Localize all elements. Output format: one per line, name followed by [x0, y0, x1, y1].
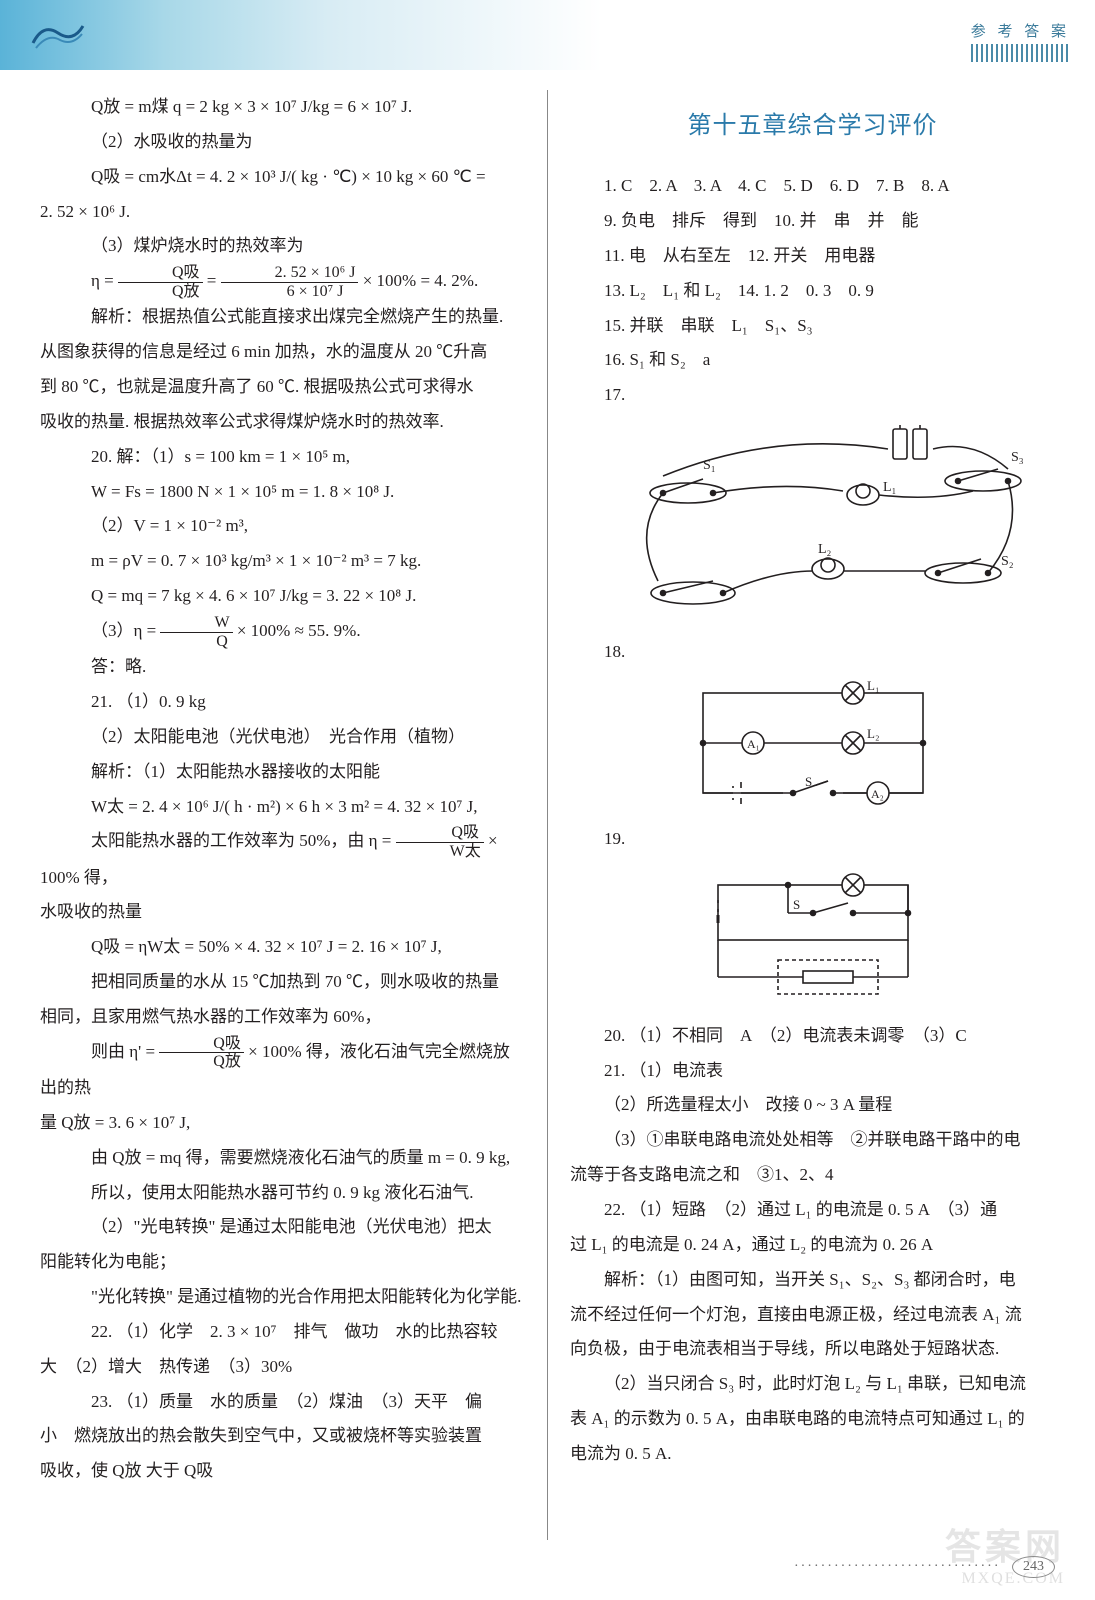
- page-footer: ······························· 243: [794, 1556, 1055, 1578]
- text-line: Q = mq = 7 kg × 4. 6 × 10⁷ J/kg = 3. 22 …: [40, 579, 525, 614]
- text-line: 答：略.: [40, 650, 525, 685]
- text-line: 电流为 0. 5 A.: [570, 1437, 1055, 1472]
- svg-text:S₃: S₃: [1011, 450, 1023, 465]
- text-line: 9. 负电 排斥 得到 10. 并 串 并 能: [570, 204, 1055, 239]
- header-label: 参 考 答 案: [971, 20, 1070, 41]
- svg-text:L₁: L₁: [867, 678, 879, 693]
- wave-logo: [28, 8, 88, 58]
- header-banner: 参 考 答 案: [0, 0, 1095, 70]
- text-line: 过 L₁ 的电流是 0. 24 A，通过 L₂ 的电流为 0. 26 A: [570, 1228, 1055, 1263]
- formula-line: （3）η = WQ × 100% ≈ 55. 9%.: [40, 614, 525, 650]
- text-line: 量 Q放 = 3. 6 × 10⁷ J,: [40, 1106, 525, 1141]
- text-line: "光化转换" 是通过植物的光合作用把太阳能转化为化学能.: [40, 1280, 525, 1315]
- svg-text:A₂: A₂: [871, 787, 884, 801]
- svg-text:L₂: L₂: [818, 542, 832, 557]
- text-line: 吸收的热量. 根据热效率公式求得煤炉烧水时的热效率.: [40, 405, 525, 440]
- text-line: 16. S₁ 和 S₂ a: [570, 343, 1055, 378]
- text-line: 所以，使用太阳能热水器可节约 0. 9 kg 液化石油气.: [40, 1176, 525, 1211]
- text-line: 把相同质量的水从 15 ℃加热到 70 ℃，则水吸收的热量: [40, 965, 525, 1000]
- text-line: 21. （1）电流表: [570, 1054, 1055, 1089]
- text-line: 20. 解：（1）s = 100 km = 1 × 10⁵ m,: [40, 440, 525, 475]
- text-line: 解析：（1）由图可知，当开关 S₁、S₂、S₃ 都闭合时，电: [570, 1263, 1055, 1298]
- text-line: 吸收，使 Q放 大于 Q吸: [40, 1454, 525, 1489]
- text-line: （2）所选量程太小 改接 0 ~ 3 A 量程: [570, 1088, 1055, 1123]
- text-line: 13. L₂ L₁ 和 L₂ 14. 1. 2 0. 3 0. 9: [570, 274, 1055, 309]
- text-line: W太 = 2. 4 × 10⁶ J/( h · m²) × 6 h × 3 m²…: [40, 790, 525, 825]
- text-line: （2）太阳能电池（光伏电池） 光合作用（植物）: [40, 720, 525, 755]
- text-line: 18.: [570, 635, 1055, 670]
- svg-text:L₁: L₁: [883, 480, 896, 495]
- text-line: 21. （1）0. 9 kg: [40, 685, 525, 720]
- text-line: 22. （1）短路 （2）通过 L₁ 的电流是 0. 5 A （3）通: [570, 1193, 1055, 1228]
- formula-line: 则由 η' = Q吸Q放 × 100% 得，液化石油气完全燃烧放出的热: [40, 1035, 525, 1106]
- text-line: （3）煤炉烧水时的热效率为: [40, 229, 525, 264]
- text-line: 19.: [570, 822, 1055, 857]
- header-barcode: [971, 44, 1071, 62]
- text-line: 到 80 ℃，也就是温度升高了 60 ℃. 根据吸热公式可求得水: [40, 370, 525, 405]
- svg-text:S₁: S₁: [703, 458, 716, 473]
- text-line: 小 燃烧放出的热会散失到空气中，又或被烧杯等实验装置: [40, 1419, 525, 1454]
- svg-text:S: S: [805, 774, 812, 789]
- text-line: Q放 = m煤 q = 2 kg × 3 × 10⁷ J/kg = 6 × 10…: [40, 90, 525, 125]
- text-line: 流不经过任何一个灯泡，直接由电源正极，经过电流表 A₁ 流: [570, 1298, 1055, 1333]
- right-column: 第十五章综合学习评价 1. C 2. A 3. A 4. C 5. D 6. D…: [548, 90, 1055, 1540]
- left-column: Q放 = m煤 q = 2 kg × 3 × 10⁷ J/kg = 6 × 10…: [40, 90, 548, 1540]
- page-number: 243: [1012, 1556, 1055, 1578]
- text-line: 阳能转化为电能；: [40, 1245, 525, 1280]
- text-line: 流等于各支路电流之和 ③1、2、4: [570, 1158, 1055, 1193]
- text-line: 20. （1）不相同 A （2）电流表未调零 （3）C: [570, 1019, 1055, 1054]
- main-content: Q放 = m煤 q = 2 kg × 3 × 10⁷ J/kg = 6 × 10…: [40, 90, 1055, 1540]
- text-line: 1. C 2. A 3. A 4. C 5. D 6. D 7. B 8. A: [570, 169, 1055, 204]
- text-line: 解析：（1）太阳能热水器接收的太阳能: [40, 755, 525, 790]
- text-line: 向负极，由于电流表相当于导线，所以电路处于短路状态.: [570, 1332, 1055, 1367]
- text-line: Q吸 = cm水Δt = 4. 2 × 10³ J/( kg · ℃) × 10…: [40, 160, 525, 195]
- text-line: 表 A₁ 的示数为 0. 5 A，由串联电路的电流特点可知通过 L₁ 的: [570, 1402, 1055, 1437]
- text-line: m = ρV = 0. 7 × 10³ kg/m³ × 1 × 10⁻² m³ …: [40, 544, 525, 579]
- text-line: 22. （1）化学 2. 3 × 10⁷ 排气 做功 水的比热容较: [40, 1315, 525, 1350]
- svg-text:S₂: S₂: [1001, 554, 1014, 569]
- formula-line: η = Q吸Q放 = 2. 52 × 10⁶ J6 × 10⁷ J × 100%…: [40, 264, 525, 300]
- text-line: 由 Q放 = mq 得，需要燃烧液化石油气的质量 m = 0. 9 kg,: [40, 1141, 525, 1176]
- text-line: 23. （1）质量 水的质量 （2）煤油 （3）天平 偏: [40, 1385, 525, 1420]
- text-line: （2）"光电转换" 是通过太阳能电池（光伏电池）把太: [40, 1210, 525, 1245]
- chapter-title: 第十五章综合学习评价: [570, 102, 1055, 151]
- text-line: 从图象获得的信息是经过 6 min 加热，水的温度从 20 ℃升高: [40, 335, 525, 370]
- svg-text:S: S: [793, 897, 800, 912]
- text-line: 11. 电 从右至左 12. 开关 用电器: [570, 239, 1055, 274]
- text-line: （2）水吸收的热量为: [40, 125, 525, 160]
- text-line: 解析：根据热值公式能直接求出煤完全燃烧产生的热量.: [40, 300, 525, 335]
- circuit-diagram-19: S: [693, 865, 933, 1005]
- text-line: 2. 52 × 10⁶ J.: [40, 195, 525, 230]
- text-line: （2）当只闭合 S₃ 时，此时灯泡 L₂ 与 L₁ 串联，已知电流: [570, 1367, 1055, 1402]
- text-line: 17.: [570, 378, 1055, 413]
- text-line: Q吸 = ηW太 = 50% × 4. 32 × 10⁷ J = 2. 16 ×…: [40, 930, 525, 965]
- circuit-diagram-17: S₃ S₁ L₁: [603, 421, 1023, 621]
- circuit-diagram-18: L₁ A₁ L₂ S A₂: [683, 678, 943, 808]
- text-line: 大 （2）增大 热传递 （3）30%: [40, 1350, 525, 1385]
- svg-text:L₂: L₂: [867, 726, 879, 741]
- text-line: （3）①串联电路电流处处相等 ②并联电路干路中的电: [570, 1123, 1055, 1158]
- footer-dots: ·······························: [794, 1559, 1001, 1574]
- text-line: 水吸收的热量: [40, 895, 525, 930]
- formula-line: 太阳能热水器的工作效率为 50%，由 η = Q吸W太 × 100% 得，: [40, 824, 525, 895]
- text-line: W = Fs = 1800 N × 1 × 10⁵ m = 1. 8 × 10⁸…: [40, 475, 525, 510]
- text-line: （2）V = 1 × 10⁻² m³,: [40, 509, 525, 544]
- text-line: 相同，且家用燃气热水器的工作效率为 60%，: [40, 1000, 525, 1035]
- text-line: 15. 并联 串联 L₁ S₁、S₃: [570, 309, 1055, 344]
- svg-text:A₁: A₁: [747, 737, 760, 751]
